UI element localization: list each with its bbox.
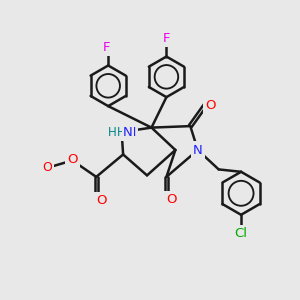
Text: N: N (123, 126, 133, 139)
Text: O: O (42, 161, 52, 174)
Text: F: F (163, 32, 170, 45)
Text: O: O (96, 194, 107, 207)
Text: O: O (167, 193, 177, 206)
Text: H: H (107, 126, 116, 139)
Text: O: O (206, 99, 216, 112)
Text: N: N (127, 126, 136, 139)
Text: F: F (103, 41, 110, 54)
Text: H: H (117, 126, 126, 139)
Text: N: N (193, 143, 203, 157)
Text: Cl: Cl (235, 227, 248, 240)
Text: O: O (67, 153, 78, 167)
